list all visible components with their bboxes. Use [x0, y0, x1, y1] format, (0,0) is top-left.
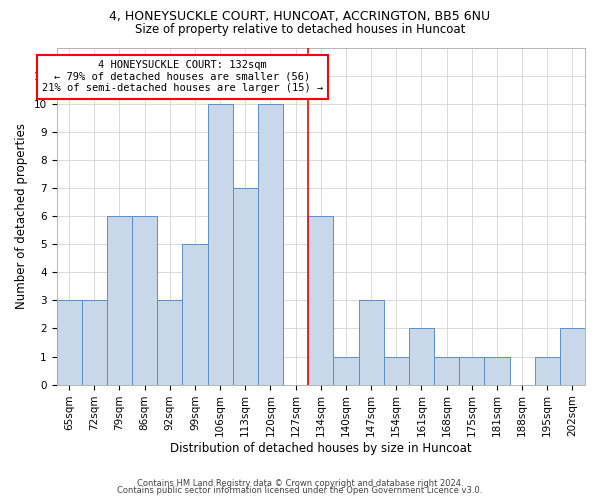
Bar: [535, 356, 560, 384]
Bar: [182, 244, 208, 384]
Bar: [434, 356, 459, 384]
Bar: [383, 356, 409, 384]
Bar: [409, 328, 434, 384]
Bar: [107, 216, 132, 384]
Bar: [359, 300, 383, 384]
Bar: [132, 216, 157, 384]
Bar: [560, 328, 585, 384]
Text: 4, HONEYSUCKLE COURT, HUNCOAT, ACCRINGTON, BB5 6NU: 4, HONEYSUCKLE COURT, HUNCOAT, ACCRINGTO…: [109, 10, 491, 23]
Text: Contains HM Land Registry data © Crown copyright and database right 2024.: Contains HM Land Registry data © Crown c…: [137, 478, 463, 488]
Bar: [308, 216, 334, 384]
Bar: [157, 300, 182, 384]
Bar: [484, 356, 509, 384]
Bar: [82, 300, 107, 384]
Bar: [233, 188, 258, 384]
Bar: [334, 356, 359, 384]
Text: 4 HONEYSUCKLE COURT: 132sqm
← 79% of detached houses are smaller (56)
21% of sem: 4 HONEYSUCKLE COURT: 132sqm ← 79% of det…: [42, 60, 323, 94]
Bar: [258, 104, 283, 384]
Bar: [459, 356, 484, 384]
Bar: [208, 104, 233, 384]
Text: Contains public sector information licensed under the Open Government Licence v3: Contains public sector information licen…: [118, 486, 482, 495]
Bar: [56, 300, 82, 384]
Y-axis label: Number of detached properties: Number of detached properties: [15, 123, 28, 309]
Text: Size of property relative to detached houses in Huncoat: Size of property relative to detached ho…: [135, 22, 465, 36]
X-axis label: Distribution of detached houses by size in Huncoat: Distribution of detached houses by size …: [170, 442, 472, 455]
